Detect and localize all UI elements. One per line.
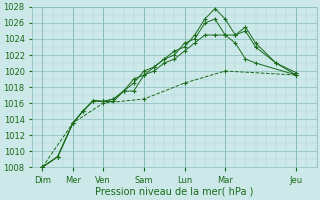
X-axis label: Pression niveau de la mer( hPa ): Pression niveau de la mer( hPa ) [95, 187, 253, 197]
